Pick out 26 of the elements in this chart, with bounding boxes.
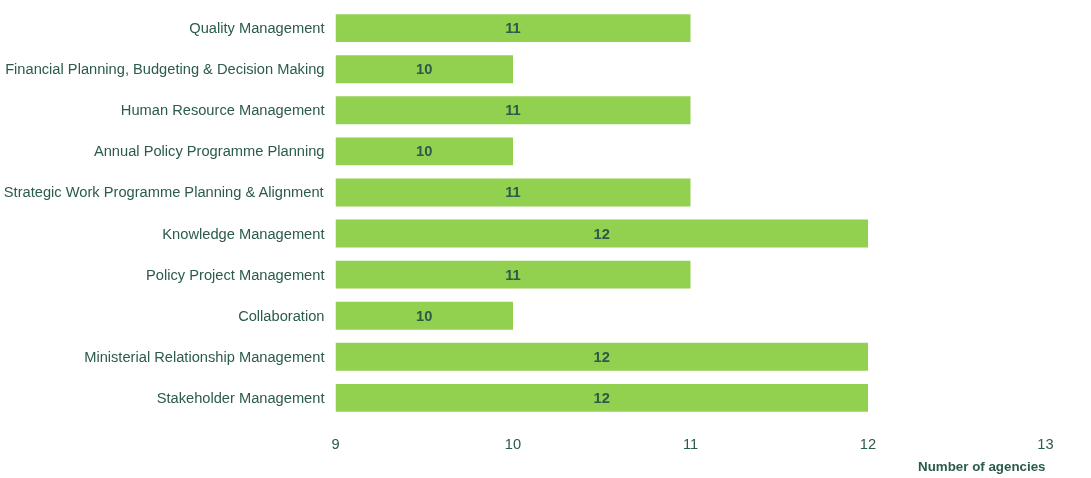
data-label: 11 <box>505 184 521 201</box>
y-tick-label: Human Resource Management <box>120 102 325 119</box>
y-tick-label: Annual Policy Programme Planning <box>93 143 325 160</box>
data-label: 12 <box>593 225 610 242</box>
y-tick-label: Ministerial Relationship Management <box>84 348 325 365</box>
data-label: 11 <box>505 266 521 283</box>
x-tick-label: 10 <box>504 435 522 452</box>
data-label: 10 <box>416 143 433 160</box>
x-tick-label: 12 <box>859 435 877 452</box>
y-tick-label: Quality Management <box>189 20 325 37</box>
data-label: 10 <box>416 61 433 78</box>
y-tick-label: Strategic Work Programme Planning & Alignment <box>3 184 324 201</box>
data-label: 10 <box>416 307 433 324</box>
x-tick-label: 11 <box>682 435 699 452</box>
y-tick-label: Collaboration <box>238 307 325 324</box>
data-label: 11 <box>505 102 521 119</box>
data-label: 12 <box>593 389 610 406</box>
y-tick-label: Knowledge Management <box>162 225 325 242</box>
data-label: 11 <box>505 20 521 37</box>
y-tick-label: Stakeholder Management <box>156 389 325 406</box>
y-tick-label: Financial Planning, Budgeting & Decision Making <box>5 61 325 78</box>
x-tick-label: 9 <box>331 435 340 452</box>
y-tick-label: Policy Project Management <box>146 266 325 283</box>
data-label: 12 <box>593 348 610 365</box>
x-tick-label: 13 <box>1037 435 1054 452</box>
x-axis-title: Number of agencies <box>918 458 1046 474</box>
